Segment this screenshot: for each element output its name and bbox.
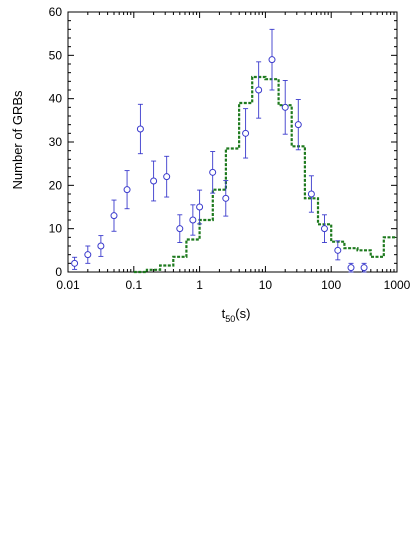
histogram-step-line bbox=[133, 75, 397, 274]
data-point bbox=[71, 259, 79, 267]
x-tick-label: 10 bbox=[259, 278, 273, 292]
data-point bbox=[347, 264, 355, 272]
data-point bbox=[84, 251, 92, 259]
y-tick-label: 60 bbox=[49, 5, 63, 19]
x-tick-label: 0.01 bbox=[56, 278, 80, 292]
plot-frame bbox=[67, 11, 398, 273]
data-point bbox=[334, 246, 342, 254]
data-point bbox=[163, 173, 171, 181]
x-tick-label: 0.1 bbox=[125, 278, 142, 292]
data-point bbox=[176, 225, 184, 233]
y-tick-label: 30 bbox=[49, 135, 63, 149]
data-point bbox=[281, 103, 289, 111]
data-point bbox=[209, 168, 217, 176]
x-axis-label-subscript: 50 bbox=[225, 314, 235, 324]
data-point bbox=[268, 56, 276, 64]
data-point bbox=[189, 216, 197, 224]
x-tick-label: 1 bbox=[196, 278, 203, 292]
y-tick-label: 20 bbox=[49, 178, 63, 192]
axes: 0 10 20 30 40 50 60 0.01 0.1 1 10 100 1000 bbox=[49, 5, 411, 292]
data-point bbox=[196, 203, 204, 211]
y-tick-label: 40 bbox=[49, 92, 63, 106]
data-point bbox=[242, 129, 250, 137]
data-point bbox=[110, 212, 118, 220]
x-axis-label-unit: (s) bbox=[235, 306, 250, 321]
data-point bbox=[136, 125, 144, 133]
y-axis-label: Number of GRBs bbox=[10, 90, 25, 189]
y-tick-label: 0 bbox=[55, 265, 62, 279]
data-point bbox=[123, 186, 131, 194]
x-tick-label: 1000 bbox=[384, 278, 411, 292]
data-point bbox=[294, 121, 302, 129]
y-tick-label: 10 bbox=[49, 222, 63, 236]
x-axis-label-main: t bbox=[222, 306, 226, 321]
data-point bbox=[97, 242, 105, 250]
plot-area bbox=[71, 28, 397, 274]
data-point bbox=[222, 194, 230, 202]
x-axis-label: t50(s) bbox=[222, 306, 251, 324]
x-tick-label: 100 bbox=[321, 278, 341, 292]
data-point bbox=[150, 177, 158, 185]
data-point bbox=[320, 225, 328, 233]
data-point bbox=[307, 190, 315, 198]
y-tick-label: 50 bbox=[49, 48, 63, 62]
data-point bbox=[255, 86, 263, 94]
data-point bbox=[360, 264, 368, 272]
